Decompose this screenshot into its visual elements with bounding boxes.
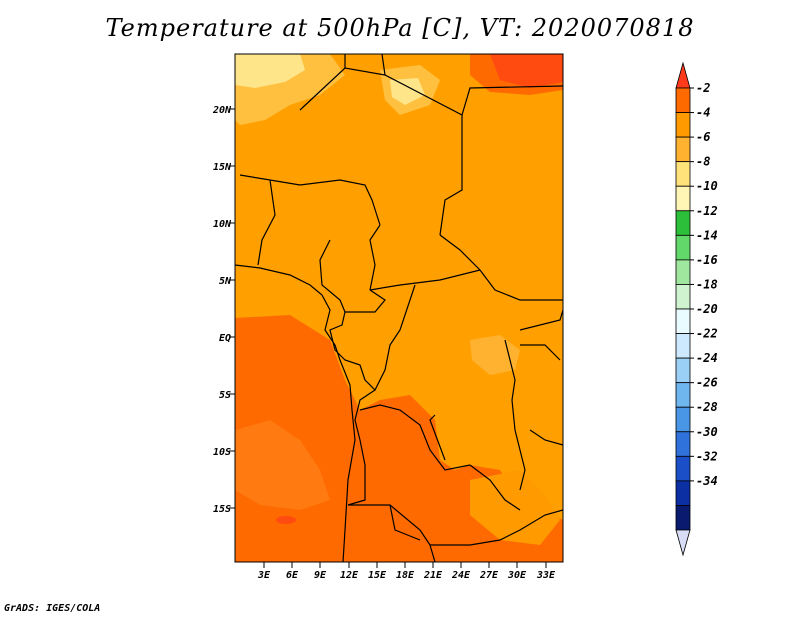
colorbar-label: -18	[696, 277, 718, 291]
colorbar-swatch	[675, 406, 691, 433]
colorbar-swatch	[675, 210, 691, 236]
lat-ticks	[229, 108, 235, 509]
colorbar-label: -22	[696, 327, 718, 341]
colorbar-label: -6	[696, 130, 710, 144]
lon-label: 12E	[340, 570, 359, 581]
lat-label: 5S	[219, 390, 231, 401]
colorbar-swatch	[675, 480, 691, 506]
colorbar-label: -34	[696, 474, 718, 488]
lat-label: EQ	[219, 333, 231, 344]
colorbar-label: -12	[696, 204, 718, 218]
colorbar-swatch	[675, 185, 691, 212]
lon-label: 3E	[257, 570, 271, 581]
colorbar-label: -16	[696, 253, 718, 267]
lon-label: 27E	[479, 570, 499, 581]
colorbar-bottom-triangle	[675, 529, 691, 557]
lon-label: 24E	[451, 570, 471, 581]
colorbar-swatch	[675, 308, 691, 334]
lat-label: 5N	[219, 276, 232, 287]
lat-label: 15S	[213, 504, 231, 515]
lat-label: 15N	[213, 162, 232, 173]
colorbar-swatch	[675, 234, 691, 261]
map-frame	[234, 53, 564, 563]
colorbar-label: -32	[696, 449, 718, 463]
colorbar-label: -8	[696, 155, 710, 169]
colorbar-label: -24	[696, 351, 718, 365]
lon-label: 18E	[396, 570, 415, 581]
lon-label: 9E	[314, 570, 327, 581]
colorbar-swatch	[675, 87, 691, 113]
colorbar-label: -20	[696, 302, 718, 316]
colorbar-label: -10	[696, 179, 718, 193]
colorbar-swatch	[675, 505, 691, 531]
colorbar-swatch	[675, 136, 691, 163]
lat-labels: 20N 15N 10N 5N EQ 5S 10S 15S	[212, 105, 232, 515]
grads-credit: GrADS: IGES/COLA	[4, 603, 101, 614]
colorbar-swatch	[675, 382, 691, 408]
colorbar-top-triangle	[675, 61, 691, 89]
colorbar-swatch	[675, 333, 691, 359]
colorbar-swatch	[675, 284, 691, 310]
colorbar-label: -28	[696, 400, 718, 414]
map-title: Temperature at 500hPa [C], VT: 202007081…	[105, 14, 695, 42]
colorbar-label: -26	[696, 376, 718, 390]
colorbar-swatch	[675, 431, 691, 457]
colorbar-label: -14	[696, 228, 718, 242]
lon-label: 15E	[368, 570, 387, 581]
colorbar-swatch	[675, 455, 691, 482]
lon-label: 33E	[536, 570, 556, 581]
lon-label: 21E	[423, 570, 443, 581]
colorbar-swatch	[675, 259, 691, 285]
colorbar-label: -30	[696, 425, 718, 439]
lon-label: 30E	[507, 570, 527, 581]
lon-ticks	[263, 562, 547, 568]
country-borders	[235, 54, 563, 562]
colorbar: -2 -4 -6 -8 -10 -12 -14 -16 -18 -20 -22 -24 -26 -28 -3…	[675, 61, 718, 557]
temperature-field	[235, 54, 563, 562]
colorbar-swatch	[675, 357, 691, 384]
lon-labels: 3E 6E 9E 12E 15E 18E 21E 24E 27E 30E 33E	[257, 570, 556, 581]
colorbar-swatch	[675, 161, 691, 187]
lat-label: 10N	[213, 219, 232, 230]
colorbar-swatch	[675, 112, 691, 138]
lat-label: 20N	[212, 105, 232, 116]
lat-label: 10S	[213, 447, 231, 458]
colorbar-label: -4	[696, 106, 710, 120]
colorbar-label: -2	[696, 81, 710, 95]
lon-label: 6E	[286, 570, 299, 581]
